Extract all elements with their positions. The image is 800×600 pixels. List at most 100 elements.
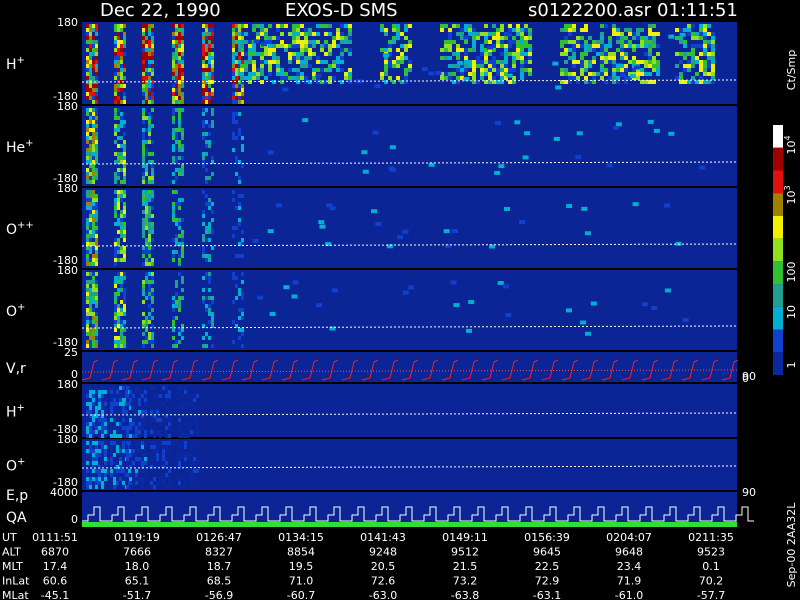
spectrogram-cell — [184, 481, 187, 485]
spectrogram-cell — [711, 64, 715, 68]
spectrogram-cell — [120, 288, 123, 292]
spectrogram-cell — [464, 48, 468, 52]
spectrogram-cell — [159, 418, 162, 422]
spectrogram-cell — [120, 136, 123, 140]
spectrogram-cell — [114, 344, 117, 348]
spectrogram-cell — [95, 344, 98, 348]
spectrogram-cell — [456, 80, 460, 84]
spectrogram-cell — [703, 40, 707, 44]
spectrogram-cell — [241, 280, 244, 284]
spectrogram-cell — [193, 430, 196, 434]
spectrogram-cell — [500, 76, 504, 80]
spectrogram-cell — [240, 64, 244, 68]
spectrogram-cell — [181, 324, 184, 328]
spectrogram-cell — [629, 74, 636, 79]
spectrogram-cell — [241, 164, 244, 168]
instrument: EXOS-D SMS — [285, 0, 398, 21]
spectrogram-cell — [332, 36, 336, 40]
spectrogram-cell — [172, 32, 175, 36]
spectrogram-cell — [235, 24, 238, 28]
cell: 0149:11 — [442, 531, 488, 544]
spectrogram-cell — [142, 132, 145, 136]
spectrogram-cell — [135, 449, 138, 453]
spectrogram-cell — [506, 32, 513, 37]
spectrogram-cell — [86, 234, 89, 238]
spectrogram-cell — [241, 60, 244, 64]
spectrogram-cell — [181, 52, 184, 56]
spectrogram-cell — [711, 40, 715, 44]
spectrogram-cell — [95, 336, 98, 340]
spectrogram-cell — [86, 312, 89, 316]
spectrogram-cell — [95, 230, 98, 234]
spectrogram-cell — [396, 60, 400, 64]
spectrogram-cell — [292, 76, 296, 80]
spectrogram-cell — [89, 40, 92, 44]
spectrogram-cell — [135, 457, 138, 461]
spectrogram-cell — [211, 60, 214, 64]
spectrogram-cell — [652, 44, 656, 48]
spectrogram-cell — [95, 461, 98, 465]
spectrogram-cell — [175, 304, 178, 308]
spectrogram-cell — [211, 108, 214, 112]
spectrogram-cell — [141, 410, 144, 414]
spectrogram-cell — [95, 406, 98, 410]
spectrogram-cell — [564, 24, 568, 28]
spectrogram-cell — [89, 418, 92, 422]
spectrogram-cell — [181, 32, 184, 36]
spectrogram-cell — [444, 40, 448, 44]
right-tick-label: 90 — [742, 370, 756, 383]
spectrogram-cell — [110, 386, 113, 390]
spectrogram-cell — [128, 410, 131, 414]
spectrogram-cell — [380, 48, 384, 52]
spectrogram-cell — [211, 88, 214, 92]
spectrogram-cell — [512, 52, 516, 56]
spectrogram-cell — [492, 56, 496, 60]
spectrogram-cell — [86, 124, 89, 128]
spectrogram-cell — [175, 140, 178, 144]
spectrogram-cell — [175, 136, 178, 140]
spectrogram-cell — [92, 485, 95, 489]
spectrogram-cell — [388, 48, 392, 52]
spectrogram-cell — [148, 44, 151, 48]
spectrogram-cell — [600, 60, 604, 64]
spectrogram-cell — [616, 63, 623, 68]
spectrogram-cell — [95, 441, 98, 445]
spectrogram-cell — [272, 36, 276, 40]
label-sup: ++ — [17, 220, 34, 231]
spectrogram-cell — [165, 434, 168, 438]
spectrogram-cell — [208, 226, 211, 230]
spectrogram-cell — [187, 398, 190, 402]
spectrogram-cell — [683, 80, 687, 84]
label-sup: + — [17, 302, 25, 313]
spectrogram-cell — [142, 250, 145, 254]
spectrogram-cell — [328, 52, 332, 56]
spectrogram-cell — [238, 68, 241, 72]
spectrogram-cell — [320, 24, 324, 28]
spectrogram-cell — [211, 68, 214, 72]
spectrogram-cell — [86, 218, 89, 222]
spectrogram-cell — [86, 254, 89, 258]
spectrogram-cell — [211, 172, 214, 176]
colorbar-label: 10 — [785, 305, 798, 319]
spectrogram-cell — [336, 68, 340, 72]
spectrogram-cell — [148, 56, 151, 60]
spectrogram-cell — [92, 210, 95, 214]
spectrogram-cell — [132, 485, 135, 489]
spectrogram-cell — [116, 449, 119, 453]
spectrogram-cell — [362, 169, 369, 174]
spectrogram-cell — [148, 136, 151, 140]
spectrogram-cell — [92, 222, 95, 226]
spectrogram-cell — [141, 461, 144, 465]
spectrogram-cell — [288, 60, 292, 64]
spectrogram-cell — [145, 28, 148, 32]
spectrogram-cell — [120, 198, 123, 202]
spectrogram-cell — [86, 198, 89, 202]
spectrogram-cell — [132, 477, 135, 481]
spectrogram-cell — [691, 76, 695, 80]
spectrogram-cell — [89, 234, 92, 238]
spectrogram-cell — [336, 64, 340, 68]
spectrogram-cell — [296, 56, 300, 60]
spectrogram-cell — [142, 320, 145, 324]
spectrogram-cell — [320, 80, 324, 84]
spectrogram-cell — [148, 218, 151, 222]
